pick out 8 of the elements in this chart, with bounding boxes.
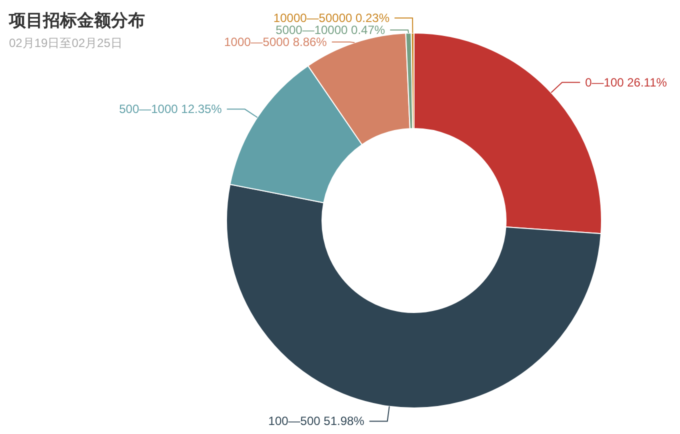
slice-label: 0—100 26.11% bbox=[585, 75, 668, 90]
slice-label: 1000—5000 8.86% bbox=[224, 35, 328, 50]
slice-label: 10000—50000 0.23% bbox=[273, 11, 390, 26]
text: 02月19日至02月25日 bbox=[9, 36, 122, 50]
chart-title: 项目招标金额分布 bbox=[8, 11, 145, 30]
slice-label: 5000—10000 0.47% bbox=[276, 23, 386, 38]
slice-label: 100—500 51.98% bbox=[268, 414, 365, 428]
slice-label: 500—1000 12.35% bbox=[119, 102, 222, 116]
